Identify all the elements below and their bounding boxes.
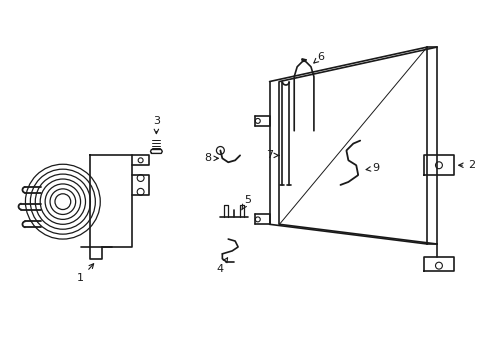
Text: 8: 8 bbox=[203, 153, 218, 163]
Text: 9: 9 bbox=[366, 163, 379, 173]
Text: 1: 1 bbox=[77, 264, 94, 283]
Text: 2: 2 bbox=[458, 160, 474, 170]
Text: 6: 6 bbox=[313, 52, 324, 63]
Text: 3: 3 bbox=[153, 116, 160, 134]
Text: 4: 4 bbox=[216, 258, 227, 274]
Text: 7: 7 bbox=[265, 150, 278, 161]
Text: 5: 5 bbox=[241, 195, 251, 210]
